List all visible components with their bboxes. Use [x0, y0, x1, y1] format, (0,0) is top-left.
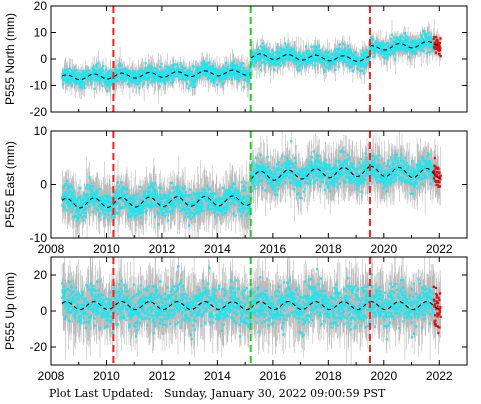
x-tick-label: 2008: [38, 242, 65, 256]
model-fit-line-1: [61, 301, 252, 311]
plot-area: [61, 257, 442, 365]
recent-position-points: [432, 285, 442, 335]
y-tick-label: 0: [40, 52, 47, 66]
y-tick-label: -20: [30, 105, 48, 119]
y-tick-label: 20: [34, 0, 48, 13]
x-tick-label: 2014: [204, 369, 231, 383]
x-tick-label: 2018: [315, 242, 342, 256]
y-axis-label: P555 Up (mm): [3, 272, 17, 350]
panel-2: 2008 2010 2012 2014 2016 2018 2020 2022 -10 0 10 P5…: [3, 124, 468, 256]
x-tick-label: 2020: [370, 369, 397, 383]
daily-position-points: [61, 265, 435, 341]
x-tick-label: 2022: [426, 242, 453, 256]
plot-last-updated: Plot Last Updated: Sunday, January 30, 2…: [49, 387, 385, 400]
model-fit-line-1: [61, 69, 251, 81]
footer-timestamp: Sunday, January 30, 2022 09:00:59 PST: [163, 387, 386, 400]
x-tick-label: 2010: [93, 369, 120, 383]
y-tick-label: -10: [30, 231, 48, 245]
y-tick-label: -10: [30, 79, 48, 93]
x-tick-label: 2010: [93, 242, 120, 256]
x-tick-label: 2016: [260, 242, 287, 256]
model-fit-line-1: [61, 195, 252, 209]
model-fit-line-3: [369, 301, 441, 311]
x-tick-label: 2012: [149, 369, 176, 383]
y-tick-label: -20: [30, 340, 48, 354]
model-fit-line-2: [250, 53, 371, 62]
x-tick-label: 2014: [204, 242, 231, 256]
x-tick-label: 2016: [260, 369, 287, 383]
y-tick-label: 0: [40, 178, 47, 192]
y-axis-label: P555 North (mm): [3, 13, 17, 105]
model-fit-line-2: [250, 301, 371, 311]
x-tick-label: 2018: [315, 369, 342, 383]
x-tick-label: 2008: [38, 369, 65, 383]
plot-area: [61, 131, 442, 238]
model-fit-line-3: [369, 40, 441, 51]
recent-position-points: [432, 35, 442, 58]
daily-position-points: [61, 30, 435, 93]
y-tick-label: 10: [34, 26, 48, 40]
model-fit-line-3: [369, 165, 441, 180]
panel-3: 2008 2010 2012 2014 2016 2018 2020 2022 -20 0 20 P5…: [3, 256, 468, 383]
footer-label: Plot Last Updated:: [49, 387, 154, 400]
x-tick-label: 2022: [426, 369, 453, 383]
y-tick-label: 10: [34, 124, 48, 138]
recent-position-points: [432, 156, 442, 188]
x-tick-label: 2020: [370, 242, 397, 256]
plot-area: [61, 19, 442, 105]
y-axis-label: P555 East (mm): [3, 141, 17, 228]
x-tick-label: 2012: [149, 242, 176, 256]
daily-position-points: [61, 140, 435, 227]
y-tick-label: 20: [34, 268, 48, 282]
panel-1: -20 -10 0 10 20 P555 North (mm): [3, 0, 468, 119]
y-tick-label: 0: [40, 304, 47, 318]
